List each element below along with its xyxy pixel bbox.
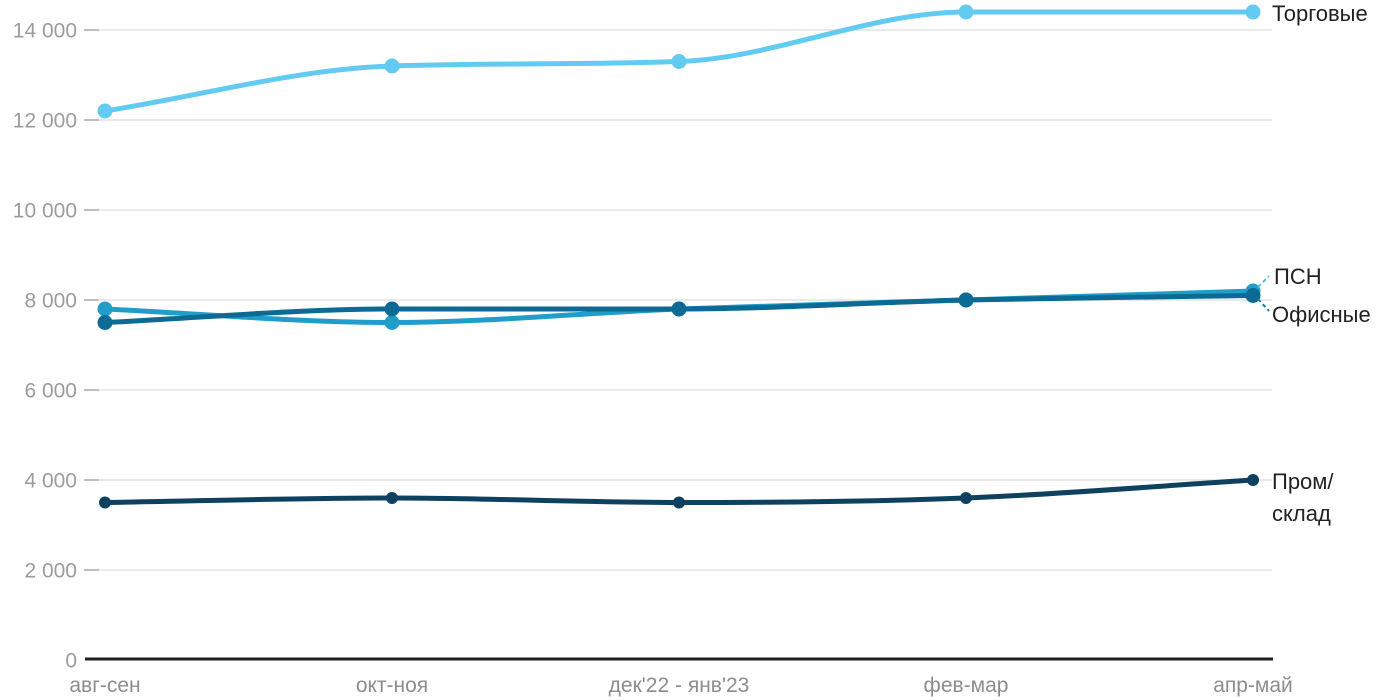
x-tick-label: окт-ноя <box>356 674 428 697</box>
data-point <box>1245 288 1261 303</box>
data-point <box>99 496 111 509</box>
data-point <box>958 4 974 20</box>
y-tick-label: 12 000 <box>13 110 77 133</box>
y-tick-label: 0 <box>65 650 77 673</box>
data-point <box>97 315 113 330</box>
x-tick-label: фев-мар <box>924 674 1009 697</box>
data-point <box>384 315 400 330</box>
data-point <box>384 301 400 317</box>
y-tick-label: 10 000 <box>13 200 77 223</box>
series-label-ofisnye: Офисные <box>1272 302 1371 327</box>
data-point <box>1245 4 1261 20</box>
psn-leader-line <box>1257 275 1270 288</box>
x-tick-label: дек'22 - янв'23 <box>609 674 750 697</box>
series-label-prom-sklad: Пром/ склад <box>1272 469 1334 526</box>
ofisnye-leader-line <box>1257 298 1270 312</box>
data-point <box>97 301 113 317</box>
y-tick-label: 6 000 <box>24 380 77 403</box>
y-tick-label: 2 000 <box>24 560 77 583</box>
data-point <box>671 54 687 69</box>
data-point <box>97 103 113 119</box>
data-point <box>673 496 685 509</box>
x-tick-label: апр-май <box>1213 674 1293 697</box>
data-point <box>384 58 400 74</box>
y-tick-label: 14 000 <box>13 20 77 43</box>
data-point <box>1247 474 1259 486</box>
data-point <box>958 292 974 308</box>
data-point <box>386 492 398 504</box>
data-point <box>671 301 687 317</box>
data-point <box>960 492 972 504</box>
series-label-torgovye: Торговые <box>1272 1 1368 26</box>
series-label-psn: ПСН <box>1274 264 1322 289</box>
y-tick-label: 8 000 <box>24 290 77 313</box>
y-tick-label: 4 000 <box>24 470 77 493</box>
x-tick-label: авг-сен <box>69 674 140 697</box>
